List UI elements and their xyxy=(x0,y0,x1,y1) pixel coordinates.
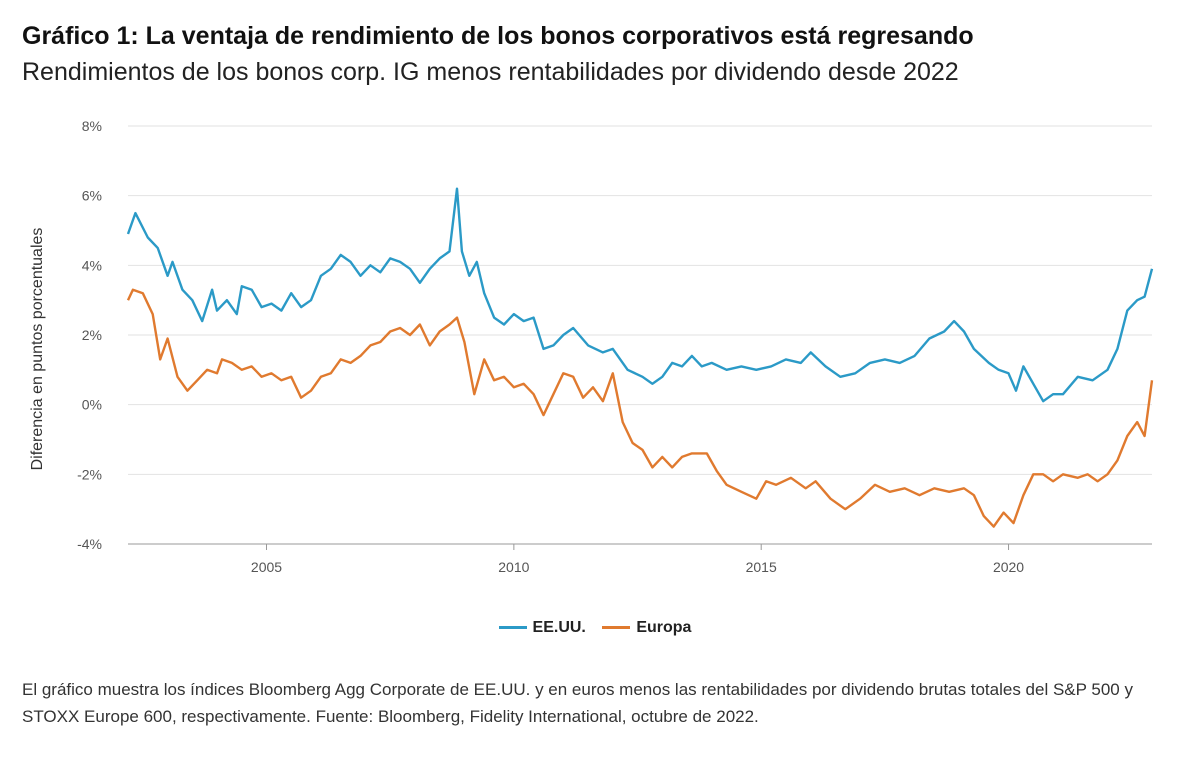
legend-label-us: EE.UU. xyxy=(532,618,586,636)
legend-item-us: EE.UU. xyxy=(498,618,586,637)
legend-swatch-us xyxy=(498,626,527,629)
x-tick-label: 2005 xyxy=(251,559,282,575)
y-tick-label: 2% xyxy=(82,327,102,343)
chart-subtitle: Rendimientos de los bonos corp. IG menos… xyxy=(22,58,959,86)
legend-swatch-europe xyxy=(602,626,631,629)
series-lines xyxy=(126,187,1154,528)
x-axis-ticks: 2005 2010 2015 2020 xyxy=(251,544,1024,575)
y-tick-label: 4% xyxy=(82,257,102,273)
legend: EE.UU. Europa xyxy=(0,616,1190,637)
y-tick-label: 6% xyxy=(82,188,102,204)
y-tick-label: 8% xyxy=(82,118,102,134)
chart-title: Gráfico 1: La ventaja de rendimiento de … xyxy=(22,22,974,50)
legend-item-europe: Europa xyxy=(602,619,691,637)
grid-lines xyxy=(128,125,1152,545)
footnote: El gráfico muestra los índices Bloomberg… xyxy=(22,680,1133,726)
series-line-europe xyxy=(126,288,1154,528)
y-axis-label: Diferencia en puntos porcentuales xyxy=(29,228,46,471)
x-tick-label: 2010 xyxy=(498,559,529,575)
series-line-us xyxy=(126,187,1154,403)
x-tick-label: 2015 xyxy=(746,559,777,575)
line-chart: 8% 6% 4% 2% 0% -2% -4% 2005 2010 2015 2020 Difere… xyxy=(29,118,1154,575)
y-tick-label: 0% xyxy=(82,397,102,413)
legend-label-europe: Europa xyxy=(636,618,692,636)
y-tick-label: -4% xyxy=(77,536,102,552)
y-tick-label: -2% xyxy=(77,466,102,482)
x-tick-label: 2020 xyxy=(993,559,1024,575)
y-axis-ticks: 8% 6% 4% 2% 0% -2% -4% xyxy=(77,118,102,552)
